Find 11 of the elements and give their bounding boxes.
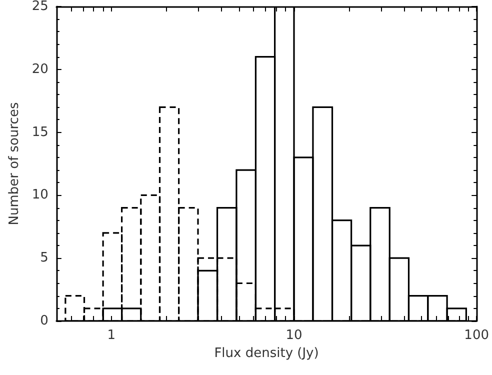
- y-tick-label: 10: [32, 188, 48, 203]
- x-tick-label: 1: [107, 328, 116, 343]
- x-tick-label: 10: [286, 328, 302, 343]
- y-tick-label: 25: [32, 0, 48, 14]
- x-tick-label: 100: [464, 328, 490, 343]
- y-tick-label: 20: [32, 62, 48, 77]
- x-axis-title: Flux density (Jy): [214, 346, 319, 361]
- y-axis-title: Number of sources: [7, 102, 22, 226]
- y-tick-label: 15: [32, 124, 48, 140]
- y-tick-label: 5: [40, 250, 48, 266]
- y-tick-label: 0: [40, 314, 48, 328]
